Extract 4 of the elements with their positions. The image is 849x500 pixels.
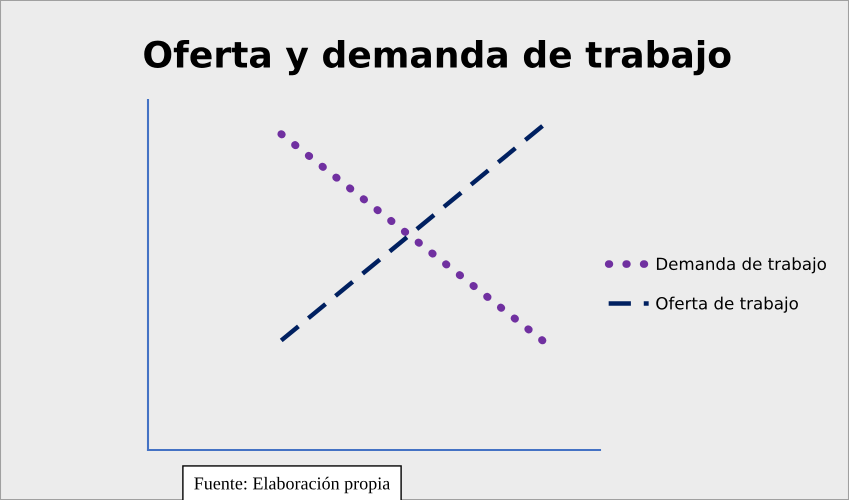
source-note: Fuente: Elaboración propia xyxy=(194,476,390,494)
legend-label: Oferta de trabajo xyxy=(656,296,798,313)
chart-title: Oferta y demanda de trabajo xyxy=(144,40,730,76)
legend-label: Demanda de trabajo xyxy=(656,257,826,274)
